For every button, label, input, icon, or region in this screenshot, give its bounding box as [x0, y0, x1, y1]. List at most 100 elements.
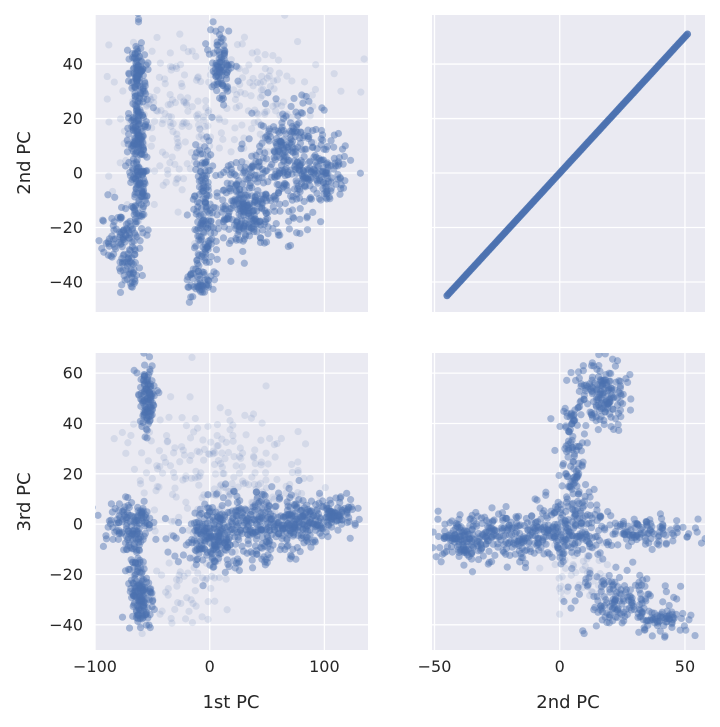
data-point	[111, 245, 120, 253]
data-point	[135, 131, 143, 139]
data-point	[322, 179, 330, 188]
data-point	[338, 516, 346, 524]
data-point	[204, 122, 212, 130]
data-point	[204, 615, 212, 623]
data-point	[218, 510, 226, 518]
data-point	[328, 523, 336, 531]
data-point	[201, 167, 209, 175]
data-point	[250, 225, 258, 233]
data-point	[633, 520, 641, 528]
data-point	[129, 147, 137, 155]
data-point	[677, 582, 685, 590]
data-point	[232, 236, 241, 244]
data-point	[134, 62, 142, 70]
data-point	[211, 517, 220, 526]
data-point	[232, 172, 240, 180]
data-point	[167, 113, 176, 121]
data-point	[134, 73, 142, 81]
data-point	[187, 293, 195, 301]
data-point	[251, 528, 259, 536]
data-point	[600, 379, 608, 387]
data-point	[325, 507, 333, 515]
data-point	[247, 519, 256, 527]
data-point	[325, 521, 333, 530]
data-point	[524, 526, 532, 534]
data-point	[300, 197, 308, 206]
data-point	[136, 581, 144, 589]
data-point	[599, 576, 607, 585]
data-point	[590, 362, 598, 370]
data-point	[147, 403, 155, 411]
data-point	[128, 202, 136, 211]
data-point	[284, 146, 292, 154]
data-point	[158, 469, 167, 477]
data-point	[312, 125, 320, 134]
data-point	[155, 389, 163, 397]
data-point	[225, 184, 234, 192]
data-point	[274, 529, 282, 537]
data-point	[537, 525, 546, 533]
data-point	[554, 542, 562, 551]
y-tick-label: 40	[63, 414, 83, 433]
data-point	[171, 605, 179, 614]
data-point	[137, 511, 146, 519]
data-point	[290, 214, 298, 222]
data-point	[130, 540, 139, 548]
data-point	[296, 139, 305, 147]
data-point	[472, 522, 481, 530]
data-point	[233, 221, 241, 230]
data-point	[201, 537, 209, 545]
data-point	[656, 528, 664, 536]
data-point	[106, 520, 115, 528]
data-point	[133, 66, 141, 74]
data-point	[126, 172, 135, 180]
x-tick-label: 0	[555, 657, 565, 676]
data-point	[134, 61, 142, 70]
data-point	[483, 529, 491, 537]
data-point	[597, 381, 605, 390]
data-point	[572, 534, 580, 542]
data-point	[319, 156, 328, 164]
data-point	[130, 265, 138, 274]
data-point	[205, 217, 213, 225]
data-point	[149, 104, 157, 112]
data-point	[149, 390, 157, 398]
data-point	[630, 605, 638, 614]
data-point	[331, 509, 339, 517]
data-point	[124, 527, 133, 535]
data-point	[303, 501, 311, 509]
data-point	[122, 525, 131, 533]
data-point	[140, 78, 149, 86]
data-point	[605, 377, 613, 385]
data-point	[284, 187, 292, 195]
data-point	[130, 545, 138, 553]
data-point	[614, 409, 623, 417]
data-point	[194, 283, 202, 291]
data-point	[133, 73, 142, 81]
data-point	[125, 253, 133, 261]
data-point	[279, 114, 288, 123]
data-point	[130, 587, 139, 595]
data-point	[275, 170, 283, 178]
data-point	[318, 524, 326, 532]
data-point	[232, 158, 240, 167]
data-point	[302, 526, 310, 534]
data-point	[248, 507, 256, 516]
data-point	[254, 522, 262, 530]
data-point	[183, 276, 191, 284]
data-point	[227, 64, 235, 72]
data-point	[241, 203, 249, 211]
data-point	[258, 488, 267, 496]
data-point	[298, 520, 306, 528]
data-point	[258, 139, 266, 147]
data-point	[570, 450, 578, 458]
data-point	[198, 188, 206, 196]
data-point	[181, 475, 190, 483]
data-point	[317, 218, 325, 226]
data-point	[208, 555, 216, 563]
data-point	[262, 190, 270, 198]
data-point	[249, 82, 257, 90]
data-point	[207, 26, 215, 34]
data-point	[578, 519, 586, 527]
data-point	[306, 509, 314, 518]
